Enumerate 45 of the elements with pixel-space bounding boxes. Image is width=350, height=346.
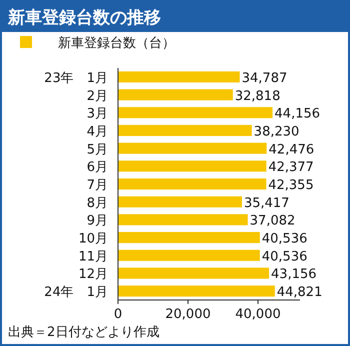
chart-title: 新車登録台数の推移 [7, 8, 161, 28]
data-label: 32,818 [234, 88, 280, 104]
bar [118, 142, 267, 154]
y-tick-label: 24年 1月 [44, 285, 108, 300]
source-note: 出典＝2日付などより作成 [8, 325, 160, 340]
bar [118, 286, 275, 297]
bar [118, 124, 252, 136]
data-label: 44,821 [276, 285, 322, 300]
bar [118, 268, 270, 279]
x-tick-label: 0 [114, 307, 122, 322]
bar [118, 214, 248, 226]
bar [118, 232, 260, 244]
bar [118, 196, 242, 208]
data-label: 43,156 [271, 267, 317, 282]
x-tick-label: 20,000 [165, 307, 211, 322]
bar [118, 160, 266, 172]
bar [118, 178, 266, 190]
data-label: 40,536 [262, 249, 308, 264]
data-label: 37,082 [250, 214, 296, 229]
data-label: 44,156 [274, 106, 320, 122]
y-tick-label: 8月 [86, 196, 108, 211]
y-tick-label: 7月 [86, 178, 108, 193]
data-label: 42,355 [268, 178, 314, 193]
bar [118, 250, 260, 261]
y-tick-label: 3月 [86, 106, 108, 122]
y-tick-label: 2月 [86, 88, 108, 104]
data-label: 35,417 [244, 196, 290, 211]
data-label: 34,787 [242, 70, 288, 86]
data-label: 42,377 [268, 160, 314, 176]
y-tick-label: 4月 [86, 124, 108, 140]
x-tick-label: 40,000 [235, 307, 281, 322]
y-tick-label: 9月 [86, 214, 108, 229]
y-tick-label: 12月 [78, 267, 108, 282]
y-tick-label: 5月 [86, 142, 108, 158]
legend-label: 新車登録台数（台） [58, 36, 175, 51]
bar [118, 107, 273, 118]
y-tick-label: 23年 1月 [44, 70, 108, 86]
data-label: 40,536 [262, 232, 308, 247]
bar [118, 71, 240, 82]
y-tick-label: 11月 [78, 249, 108, 264]
data-label: 42,476 [268, 142, 314, 158]
bar [118, 89, 233, 100]
data-label: 38,230 [254, 124, 300, 140]
y-tick-label: 6月 [86, 160, 108, 176]
y-tick-label: 10月 [78, 232, 108, 247]
